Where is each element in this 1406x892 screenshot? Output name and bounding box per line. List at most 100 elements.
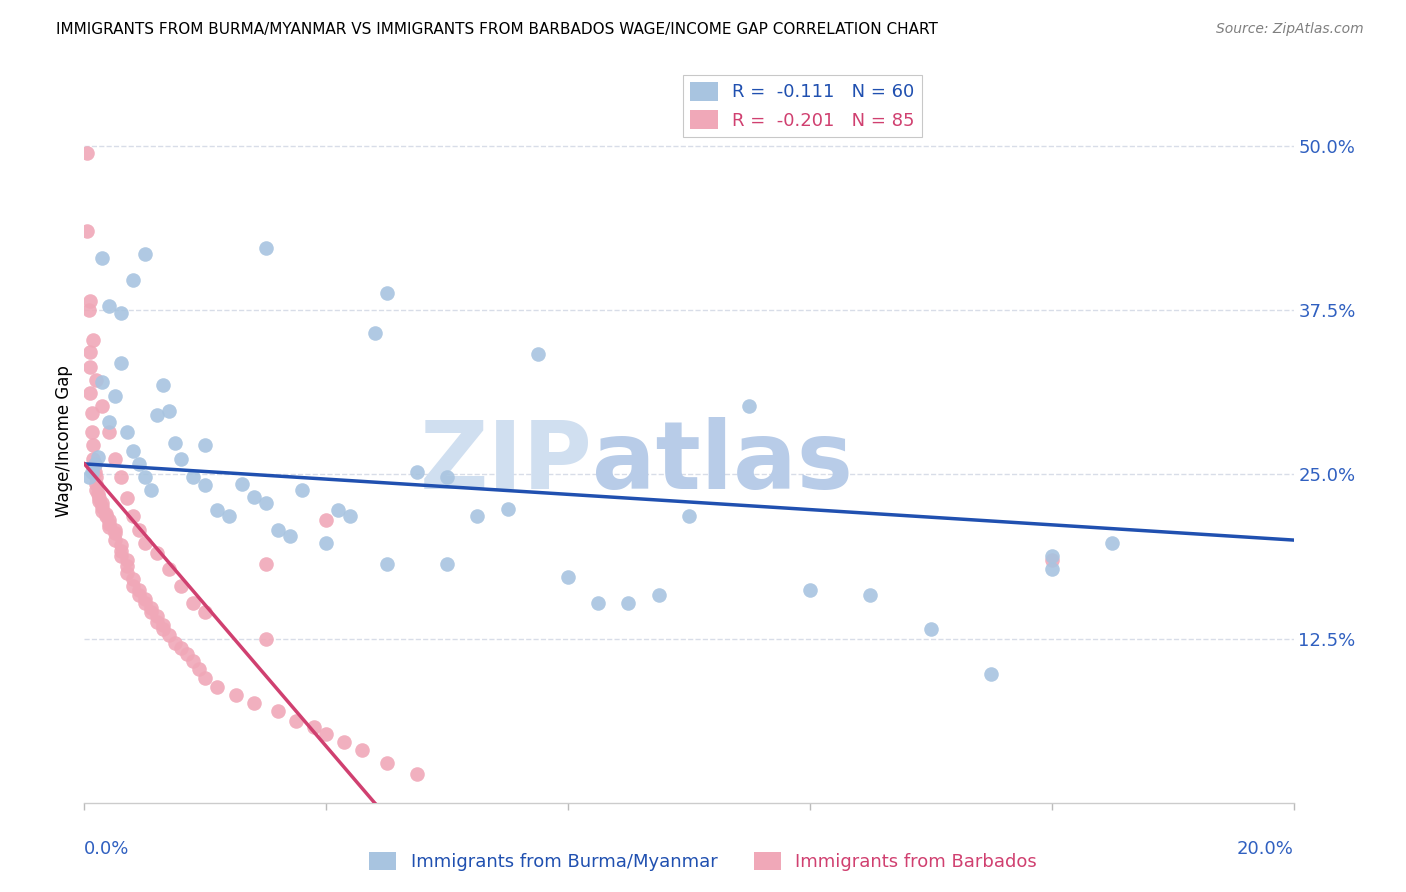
Point bbox=[91, 399, 114, 413]
Point bbox=[207, 680, 229, 694]
Y-axis label: Wage/Income Gap: Wage/Income Gap bbox=[55, 366, 73, 517]
Point bbox=[134, 596, 156, 610]
Point bbox=[80, 465, 103, 479]
Point bbox=[91, 504, 114, 518]
Point bbox=[128, 523, 150, 537]
Point bbox=[278, 529, 301, 543]
Point bbox=[97, 513, 120, 527]
Point bbox=[152, 623, 174, 637]
Point bbox=[436, 470, 458, 484]
Point bbox=[139, 483, 162, 497]
Point bbox=[77, 470, 100, 484]
Point bbox=[139, 601, 162, 615]
Point bbox=[181, 470, 204, 484]
Legend: R =  -0.111   N = 60, R =  -0.201   N = 85: R = -0.111 N = 60, R = -0.201 N = 85 bbox=[683, 75, 922, 137]
Point bbox=[91, 500, 114, 515]
Point bbox=[254, 496, 277, 510]
Point bbox=[859, 588, 882, 602]
Point bbox=[527, 346, 550, 360]
Point bbox=[738, 399, 761, 413]
Point bbox=[76, 224, 98, 238]
Point bbox=[110, 549, 132, 563]
Point bbox=[315, 535, 337, 549]
Point bbox=[134, 535, 156, 549]
Point bbox=[188, 662, 211, 676]
Point bbox=[165, 635, 187, 649]
Point bbox=[121, 573, 143, 587]
Point bbox=[165, 435, 187, 450]
Point bbox=[218, 509, 240, 524]
Point bbox=[97, 520, 120, 534]
Point bbox=[94, 507, 117, 521]
Point bbox=[128, 582, 150, 597]
Point bbox=[170, 640, 193, 655]
Point bbox=[406, 767, 429, 781]
Point bbox=[134, 592, 156, 607]
Point bbox=[86, 483, 108, 497]
Point bbox=[436, 557, 458, 571]
Point bbox=[242, 696, 264, 710]
Point bbox=[115, 553, 138, 567]
Point bbox=[146, 546, 169, 560]
Point bbox=[157, 627, 180, 641]
Point bbox=[328, 503, 350, 517]
Point bbox=[86, 476, 108, 491]
Point bbox=[225, 688, 247, 702]
Point bbox=[406, 465, 429, 479]
Point bbox=[82, 438, 104, 452]
Point bbox=[176, 648, 198, 662]
Text: 20.0%: 20.0% bbox=[1237, 839, 1294, 857]
Point bbox=[77, 303, 100, 318]
Point bbox=[648, 588, 671, 602]
Point bbox=[146, 409, 169, 423]
Point bbox=[84, 457, 107, 471]
Point bbox=[315, 727, 337, 741]
Point bbox=[89, 491, 111, 505]
Point bbox=[302, 720, 325, 734]
Point bbox=[91, 376, 114, 390]
Text: atlas: atlas bbox=[592, 417, 853, 509]
Point bbox=[86, 470, 108, 484]
Point bbox=[128, 588, 150, 602]
Point bbox=[333, 735, 356, 749]
Point bbox=[82, 451, 104, 466]
Point bbox=[152, 378, 174, 392]
Point bbox=[375, 286, 398, 301]
Point bbox=[110, 470, 132, 484]
Legend: Immigrants from Burma/Myanmar, Immigrants from Barbados: Immigrants from Burma/Myanmar, Immigrant… bbox=[361, 845, 1045, 879]
Point bbox=[467, 509, 489, 524]
Point bbox=[352, 743, 374, 757]
Point bbox=[110, 538, 132, 552]
Point bbox=[86, 450, 108, 465]
Point bbox=[104, 388, 127, 402]
Point bbox=[588, 596, 610, 610]
Point bbox=[980, 667, 1002, 681]
Point bbox=[121, 579, 143, 593]
Point bbox=[254, 242, 277, 256]
Point bbox=[170, 451, 193, 466]
Point bbox=[1040, 549, 1063, 563]
Point bbox=[496, 501, 519, 516]
Point bbox=[1040, 562, 1063, 576]
Point bbox=[267, 704, 290, 718]
Point bbox=[231, 476, 253, 491]
Point bbox=[86, 487, 108, 501]
Point bbox=[104, 533, 127, 547]
Point bbox=[79, 345, 101, 359]
Point bbox=[86, 373, 108, 387]
Point bbox=[82, 334, 104, 348]
Point bbox=[146, 615, 169, 629]
Point bbox=[194, 605, 217, 619]
Point bbox=[80, 406, 103, 420]
Point bbox=[104, 451, 127, 466]
Point bbox=[339, 509, 361, 524]
Point bbox=[1040, 553, 1063, 567]
Point bbox=[146, 609, 169, 624]
Point bbox=[678, 509, 700, 524]
Point bbox=[121, 273, 143, 287]
Point bbox=[254, 632, 277, 646]
Point bbox=[152, 618, 174, 632]
Point bbox=[157, 404, 180, 418]
Text: Source: ZipAtlas.com: Source: ZipAtlas.com bbox=[1216, 22, 1364, 37]
Point bbox=[157, 562, 180, 576]
